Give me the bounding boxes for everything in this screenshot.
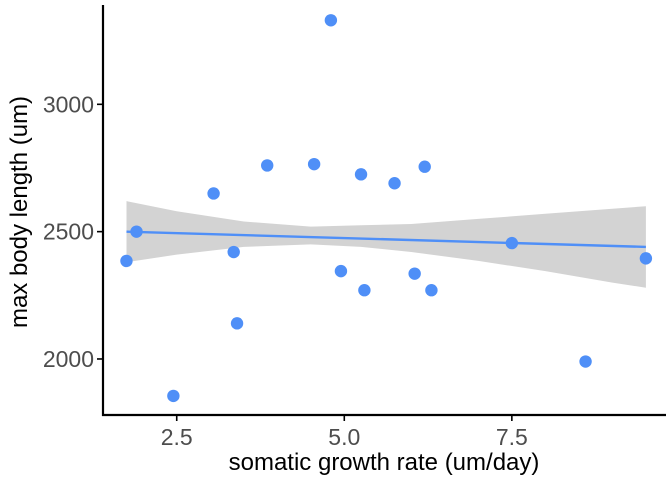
data-point	[167, 389, 180, 403]
x-tick-label: 5.0	[328, 424, 360, 450]
data-point	[261, 159, 274, 172]
data-point	[418, 160, 431, 173]
confidence-band	[126, 201, 646, 288]
data-point	[358, 284, 371, 297]
data-point	[324, 14, 338, 27]
x-tick-label: 2.5	[161, 424, 193, 450]
x-axis-title: somatic growth rate (um/day)	[229, 449, 540, 476]
trend-line-layer	[126, 230, 646, 249]
data-point	[354, 168, 368, 181]
data-point	[425, 284, 438, 297]
y-axis-title: max body length (um)	[6, 96, 33, 328]
data-point	[579, 355, 592, 368]
data-point	[388, 177, 401, 190]
data-point	[227, 245, 240, 259]
data-point	[307, 157, 321, 171]
data-point	[505, 236, 519, 250]
y-tick-label: 2000	[43, 346, 94, 372]
data-point	[639, 252, 653, 265]
y-tick-label: 3000	[43, 91, 94, 117]
axes-layer: 2.5 5.0 7.5 2000 2500 3000	[43, 5, 666, 450]
data-points-layer	[120, 14, 653, 403]
y-tick-label: 2500	[43, 219, 94, 245]
data-point	[130, 225, 143, 238]
confidence-band-layer	[126, 201, 646, 288]
data-point	[408, 267, 421, 280]
data-point	[334, 264, 348, 278]
x-tick-label: 7.5	[496, 424, 528, 450]
trend-line	[126, 230, 646, 249]
data-point	[207, 187, 220, 200]
data-point	[120, 254, 133, 268]
data-point	[230, 317, 244, 330]
